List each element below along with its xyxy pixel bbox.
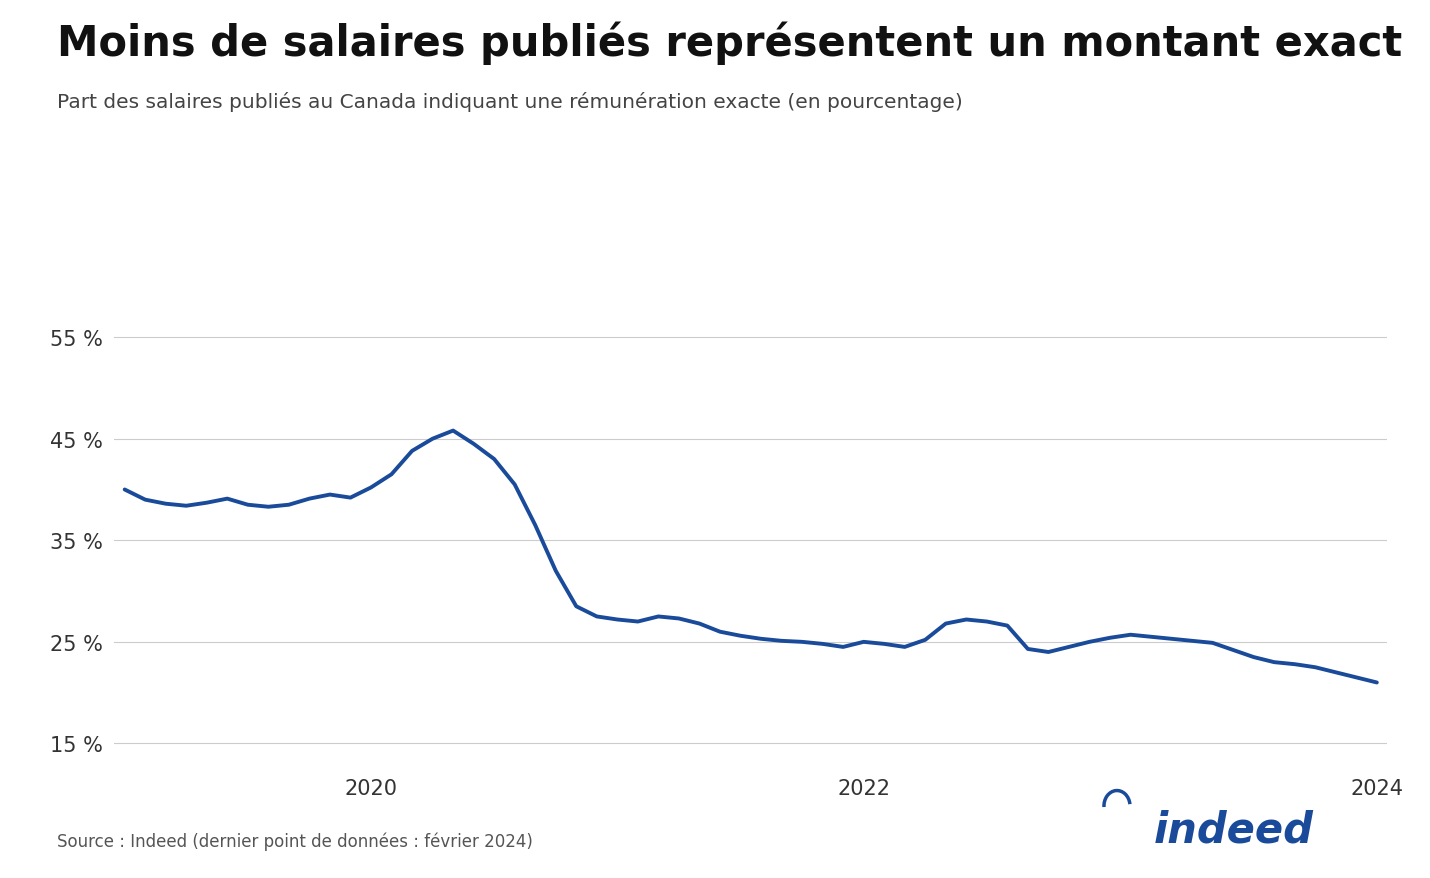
Text: indeed: indeed bbox=[1154, 809, 1314, 851]
Text: Moins de salaires publiés représentent un montant exact: Moins de salaires publiés représentent u… bbox=[57, 22, 1403, 65]
Text: Source : Indeed (dernier point de données : février 2024): Source : Indeed (dernier point de donnée… bbox=[57, 831, 533, 850]
Text: Part des salaires publiés au Canada indiquant une rémunération exacte (en pource: Part des salaires publiés au Canada indi… bbox=[57, 92, 962, 112]
